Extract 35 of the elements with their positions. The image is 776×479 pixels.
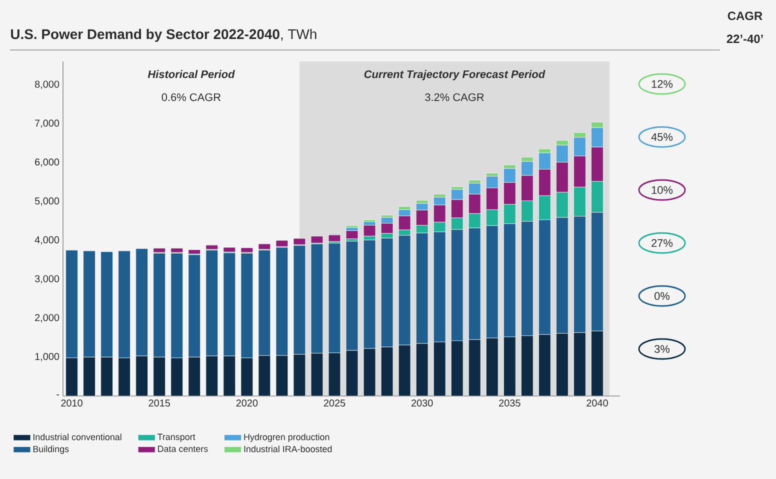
x-tick-label: 2020 [236, 400, 258, 407]
x-tick-label: 2030 [411, 400, 433, 407]
y-tick-label: 1,000 [35, 352, 60, 362]
band-label: Current Trajectory Forecast Period [364, 70, 546, 80]
text: 10% [652, 186, 673, 194]
y-tick-label: - [56, 394, 60, 396]
text: 45% [651, 133, 673, 141]
x-tick-label: 2040 [586, 400, 608, 407]
x-tick-label: 2025 [324, 400, 346, 407]
text: CAGR [728, 12, 762, 20]
text: 3% [654, 345, 670, 353]
y-tick-label: 5,000 [34, 197, 60, 206]
y-tick-label: 3,000 [34, 275, 60, 284]
x-tick-label: 2035 [499, 400, 520, 407]
chart-title: U.S. Power Demand by Sector 2022-2040, TWh [11, 28, 316, 42]
legend-label: Transport [157, 434, 196, 442]
legend-label: Data centers [158, 446, 208, 452]
x-tick-label: 2015 [148, 400, 170, 407]
y-tick-label: 2,000 [35, 314, 60, 322]
annotation: 3.2% CAGR [425, 93, 484, 102]
legend-label: Hydrogren production [244, 434, 330, 442]
y-tick-label: 6,000 [35, 158, 60, 167]
text: 0% [654, 292, 670, 300]
annotation: 0.6% CAGR [162, 93, 221, 102]
legend-label: Buildings [33, 446, 69, 454]
text: 12% [652, 80, 673, 88]
text: 27% [652, 239, 673, 247]
y-tick-label: 4,000 [34, 236, 60, 245]
x-tick-label: 2010 [61, 400, 82, 407]
y-tick-label: 7,000 [35, 120, 60, 128]
legend-label: Industrial conventional [34, 434, 122, 440]
y-tick-label: 8,000 [34, 80, 60, 89]
legend-label: Industrial IRA-boosted [244, 446, 332, 452]
annotation: Historical Period [148, 70, 235, 78]
text: 22’-40’ [726, 34, 763, 44]
